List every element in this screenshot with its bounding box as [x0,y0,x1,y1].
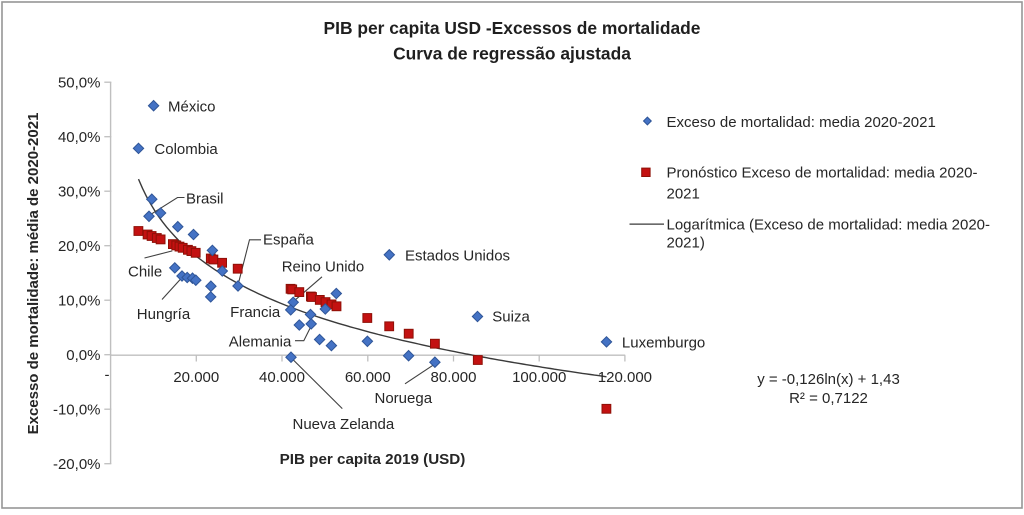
svg-text:Brasil: Brasil [186,190,224,207]
svg-text:0,0%: 0,0% [66,347,100,364]
svg-text:España: España [263,232,315,249]
svg-text:100.000: 100.000 [512,369,566,386]
svg-text:120.000: 120.000 [598,369,652,386]
svg-text:60.000: 60.000 [345,369,391,386]
svg-text:PIB per capita USD -Excessos d: PIB per capita USD -Excessos de mortalid… [324,18,701,38]
svg-text:PIB per capita 2019 (USD): PIB per capita 2019 (USD) [280,451,466,468]
svg-text:Alemania: Alemania [229,334,292,351]
svg-text:México: México [168,98,216,115]
svg-text:50,0%: 50,0% [58,75,101,92]
svg-text:-10,0%: -10,0% [53,402,101,419]
svg-text:y = -0,126ln(x) + 1,43: y = -0,126ln(x) + 1,43 [757,371,900,388]
svg-text:20.000: 20.000 [173,369,219,386]
svg-text:Estados Unidos: Estados Unidos [405,247,510,264]
svg-text:10,0%: 10,0% [58,293,101,310]
svg-text:Excesso de mortalidade: média: Excesso de mortalidade: média de 2020-20… [25,113,42,435]
svg-text:-20,0%: -20,0% [53,456,101,473]
svg-text:Luxemburgo: Luxemburgo [622,334,705,351]
svg-text:80.000: 80.000 [431,369,477,386]
svg-text:Exceso de mortalidad: media 20: Exceso de mortalidad: media 2020-2021 [667,114,936,131]
svg-text:40.000: 40.000 [259,369,305,386]
svg-text:-: - [105,366,110,383]
svg-text:20,0%: 20,0% [58,238,101,255]
svg-text:Colombia: Colombia [154,141,218,158]
svg-text:Suiza: Suiza [492,309,530,326]
svg-text:30,0%: 30,0% [58,184,101,201]
svg-text:Logarítmica (Exceso de mortali: Logarítmica (Exceso de mortalidad: media… [667,216,991,233]
svg-text:Noruega: Noruega [375,390,433,407]
svg-text:Francia: Francia [230,304,281,321]
svg-text:40,0%: 40,0% [58,129,101,146]
svg-text:Nueva Zelanda: Nueva Zelanda [293,416,395,433]
svg-text:R² = 0,7122: R² = 0,7122 [789,390,868,407]
svg-text:Hungría: Hungría [137,306,191,323]
svg-text:Pronóstico Exceso de mortalida: Pronóstico Exceso de mortalidad: media 2… [667,165,978,182]
svg-text:2021): 2021) [667,235,705,252]
svg-text:Chile: Chile [128,263,162,280]
svg-text:Curva de regressão ajustada: Curva de regressão ajustada [393,43,631,63]
svg-text:2021: 2021 [667,185,700,202]
svg-text:Reino Unido: Reino Unido [282,259,365,276]
